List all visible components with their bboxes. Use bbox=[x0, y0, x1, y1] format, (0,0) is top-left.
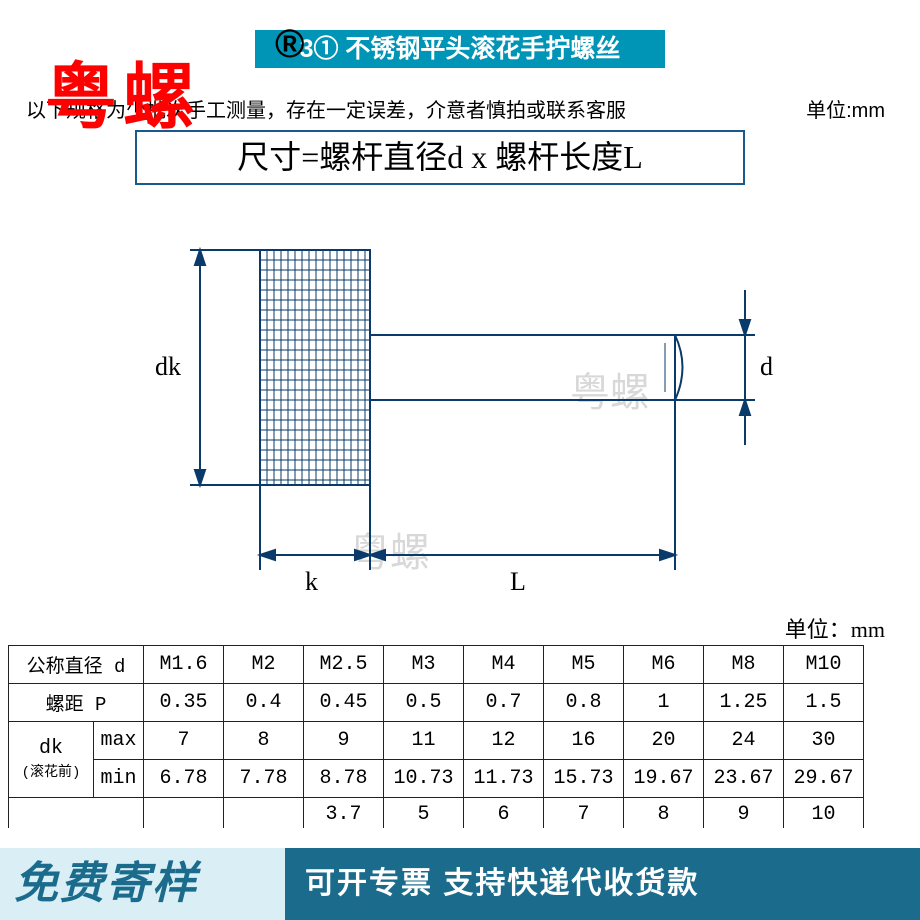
label-L: L bbox=[510, 567, 526, 596]
label-d: d bbox=[760, 352, 773, 381]
size-formula: 尺寸=螺杆直径d x 螺杆长度L bbox=[135, 130, 745, 185]
header-d: 公称直径 d bbox=[9, 646, 144, 684]
screw-diagram: dk d k L bbox=[145, 210, 785, 600]
row-dk-max: dk (滚花前) max 789 111216 202430 bbox=[9, 722, 864, 760]
row-partial: 3.7 567 8910 bbox=[9, 798, 864, 828]
row-sizes: 公称直径 d M1.6 M2 M2.5 M3 M4 M5 M6 M8 M10 bbox=[9, 646, 864, 684]
registered-mark: ® bbox=[275, 22, 304, 67]
row-dk-min: min 6.787.788.78 10.7311.7315.73 19.6723… bbox=[9, 760, 864, 798]
footer-free-sample: 免费寄样 bbox=[0, 848, 285, 920]
brand-watermark: 粤螺 bbox=[45, 38, 201, 143]
row-pitch: 螺距 P 0.350.40.45 0.50.70.8 11.251.5 bbox=[9, 684, 864, 722]
label-k: k bbox=[305, 567, 318, 596]
header-max: max bbox=[94, 722, 144, 760]
header-min: min bbox=[94, 760, 144, 798]
footer-bar: 免费寄样 可开专票 支持快递代收货款 bbox=[0, 848, 920, 920]
header-dk: dk (滚花前) bbox=[9, 722, 94, 798]
unit-label-top: 单位:mm bbox=[806, 94, 885, 123]
specification-table: 公称直径 d M1.6 M2 M2.5 M3 M4 M5 M6 M8 M10 螺… bbox=[8, 645, 864, 828]
label-dk: dk bbox=[155, 352, 181, 381]
header-p: 螺距 P bbox=[9, 684, 144, 722]
title-bar: 3① 不锈钢平头滚花手拧螺丝 bbox=[255, 30, 665, 68]
footer-services: 可开专票 支持快递代收货款 bbox=[285, 848, 920, 920]
unit-label-table: 单位：mm bbox=[785, 612, 885, 644]
